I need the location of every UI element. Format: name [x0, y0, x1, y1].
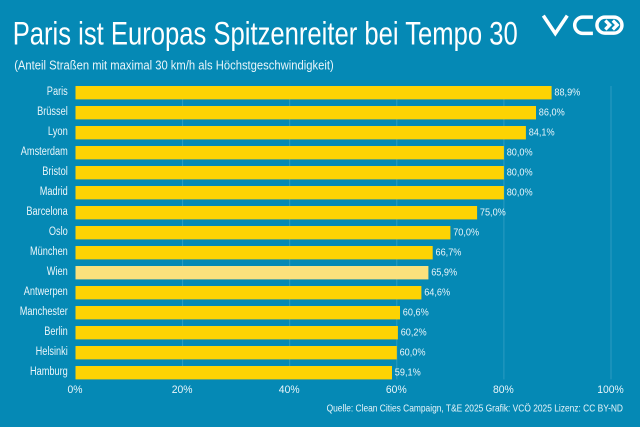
- svg-text:0%: 0%: [68, 384, 83, 396]
- svg-text:65,9%: 65,9%: [431, 267, 457, 278]
- svg-text:Manchester: Manchester: [20, 306, 68, 318]
- svg-text:(Anteil Straßen mit maximal 30: (Anteil Straßen mit maximal 30 km/h als …: [14, 57, 334, 72]
- svg-text:80,0%: 80,0%: [507, 187, 533, 198]
- svg-text:70,0%: 70,0%: [453, 227, 479, 238]
- svg-text:60,0%: 60,0%: [400, 347, 426, 358]
- svg-text:75,0%: 75,0%: [480, 207, 506, 218]
- svg-text:Wien: Wien: [47, 266, 68, 278]
- svg-text:Antwerpen: Antwerpen: [24, 286, 68, 298]
- svg-text:84,1%: 84,1%: [529, 127, 555, 138]
- svg-text:20%: 20%: [172, 384, 193, 396]
- svg-text:Madrid: Madrid: [40, 186, 68, 198]
- svg-text:60,2%: 60,2%: [401, 327, 427, 338]
- svg-text:Barcelona: Barcelona: [26, 206, 68, 218]
- svg-text:Bristol: Bristol: [42, 166, 68, 178]
- svg-text:Paris ist Europas Spitzenreite: Paris ist Europas Spitzenreiter bei Temp…: [13, 16, 518, 52]
- svg-text:Berlin: Berlin: [44, 326, 68, 338]
- svg-text:Paris: Paris: [47, 86, 68, 98]
- svg-text:Amsterdam: Amsterdam: [21, 146, 68, 158]
- svg-text:Hamburg: Hamburg: [30, 366, 68, 378]
- svg-text:40%: 40%: [279, 384, 300, 396]
- svg-text:100%: 100%: [597, 384, 624, 396]
- svg-text:60%: 60%: [386, 384, 407, 396]
- svg-text:80%: 80%: [493, 384, 514, 396]
- svg-text:59,1%: 59,1%: [395, 367, 421, 378]
- svg-text:80,0%: 80,0%: [507, 167, 533, 178]
- svg-text:60,6%: 60,6%: [403, 307, 429, 318]
- svg-text:66,7%: 66,7%: [436, 247, 462, 258]
- svg-text:Brüssel: Brüssel: [37, 106, 68, 118]
- svg-text:88,9%: 88,9%: [554, 87, 580, 98]
- svg-text:80,0%: 80,0%: [507, 147, 533, 158]
- svg-text:64,6%: 64,6%: [424, 287, 450, 298]
- svg-text:Quelle: Clean Cities Campaign,: Quelle: Clean Cities Campaign, T&E 2025 …: [327, 403, 623, 415]
- svg-text:Oslo: Oslo: [49, 226, 68, 238]
- svg-text:München: München: [30, 246, 68, 258]
- svg-text:Helsinki: Helsinki: [36, 346, 68, 358]
- svg-text:86,0%: 86,0%: [539, 107, 565, 118]
- svg-text:Lyon: Lyon: [48, 126, 68, 138]
